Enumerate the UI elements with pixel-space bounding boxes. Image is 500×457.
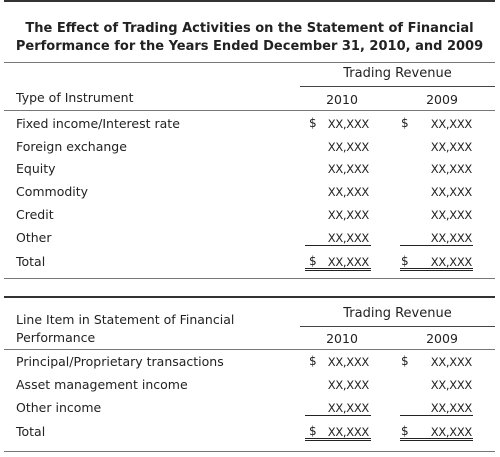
value-2009: XX,XXX	[430, 140, 473, 154]
t1-year-2010: 2010	[326, 92, 358, 107]
total-double-underline-2	[400, 440, 473, 441]
row-label: Other income	[16, 400, 102, 415]
value-2009: XX,XXX	[430, 378, 473, 392]
total-double-underline-2	[305, 440, 371, 441]
t2-bottom-rule	[4, 451, 495, 452]
t1-group-header-rule	[300, 86, 495, 87]
value-2010: XX,XXX	[327, 401, 370, 415]
total-double-underline-2	[305, 270, 371, 271]
t1-year-2009: 2009	[426, 92, 458, 107]
total-double-underline-2	[400, 270, 473, 271]
value-2009: XX,XXX	[430, 208, 473, 222]
value-2009: XX,XXX	[430, 255, 473, 269]
row-label: Commodity	[16, 184, 89, 199]
currency-symbol: $	[401, 116, 409, 130]
value-2010: XX,XXX	[327, 185, 370, 199]
subtotal-underline	[305, 415, 371, 416]
row-label: Other	[16, 230, 52, 245]
value-2010: XX,XXX	[327, 355, 370, 369]
t2-year-2009: 2009	[426, 331, 458, 346]
value-2009: XX,XXX	[430, 231, 473, 245]
subtotal-underline	[400, 245, 473, 246]
currency-symbol: $	[401, 424, 409, 438]
t2-row-header-line-2: Performance	[16, 330, 96, 345]
value-2009: XX,XXX	[430, 401, 473, 415]
row-label: Credit	[16, 207, 54, 222]
t2-row-header: Line Item in Statement of Financial Perf…	[16, 311, 234, 347]
title-divider	[4, 62, 495, 63]
currency-symbol: $	[309, 254, 317, 268]
currency-symbol: $	[309, 424, 317, 438]
value-2010: XX,XXX	[327, 162, 370, 176]
currency-symbol: $	[309, 116, 317, 130]
total-double-underline-1	[400, 438, 473, 439]
subtotal-underline	[400, 415, 473, 416]
currency-symbol: $	[401, 254, 409, 268]
value-2010: XX,XXX	[327, 425, 370, 439]
value-2009: XX,XXX	[430, 425, 473, 439]
value-2010: XX,XXX	[327, 117, 370, 131]
t1-bottom-rule	[4, 278, 495, 279]
row-label: Asset management income	[16, 377, 188, 392]
value-2009: XX,XXX	[430, 117, 473, 131]
value-2010: XX,XXX	[327, 378, 370, 392]
value-2009: XX,XXX	[430, 162, 473, 176]
t2-row-header-line-1: Line Item in Statement of Financial	[16, 312, 235, 327]
row-label: Principal/Proprietary transactions	[16, 354, 224, 369]
value-2010: XX,XXX	[327, 208, 370, 222]
t1-group-header: Trading Revenue	[343, 66, 452, 81]
subtotal-underline	[305, 245, 371, 246]
top-border	[4, 0, 495, 2]
total-double-underline-1	[400, 268, 473, 269]
currency-symbol: $	[401, 354, 409, 368]
value-2010: XX,XXX	[327, 140, 370, 154]
title-line-2: Performance for the Years Ended December…	[15, 39, 484, 54]
row-label: Equity	[16, 161, 56, 176]
t2-top-border	[4, 296, 495, 298]
t1-row-header: Type of Instrument	[16, 90, 134, 105]
total-double-underline-1	[305, 268, 371, 269]
t2-group-header-rule	[300, 326, 495, 327]
t1-header-rule	[4, 110, 495, 111]
row-label: Total	[16, 254, 46, 269]
row-label: Total	[16, 424, 46, 439]
total-double-underline-1	[305, 438, 371, 439]
row-label: Fixed income/Interest rate	[16, 116, 180, 131]
t2-group-header: Trading Revenue	[343, 306, 452, 321]
title-line-1: The Effect of Trading Activities on the …	[25, 21, 474, 36]
value-2010: XX,XXX	[327, 231, 370, 245]
row-label: Foreign exchange	[16, 139, 127, 154]
t2-year-2010: 2010	[326, 331, 358, 346]
value-2010: XX,XXX	[327, 255, 370, 269]
t2-header-rule	[4, 349, 495, 350]
currency-symbol: $	[309, 354, 317, 368]
document-title: The Effect of Trading Activities on the …	[4, 20, 495, 56]
value-2009: XX,XXX	[430, 185, 473, 199]
value-2009: XX,XXX	[430, 355, 473, 369]
